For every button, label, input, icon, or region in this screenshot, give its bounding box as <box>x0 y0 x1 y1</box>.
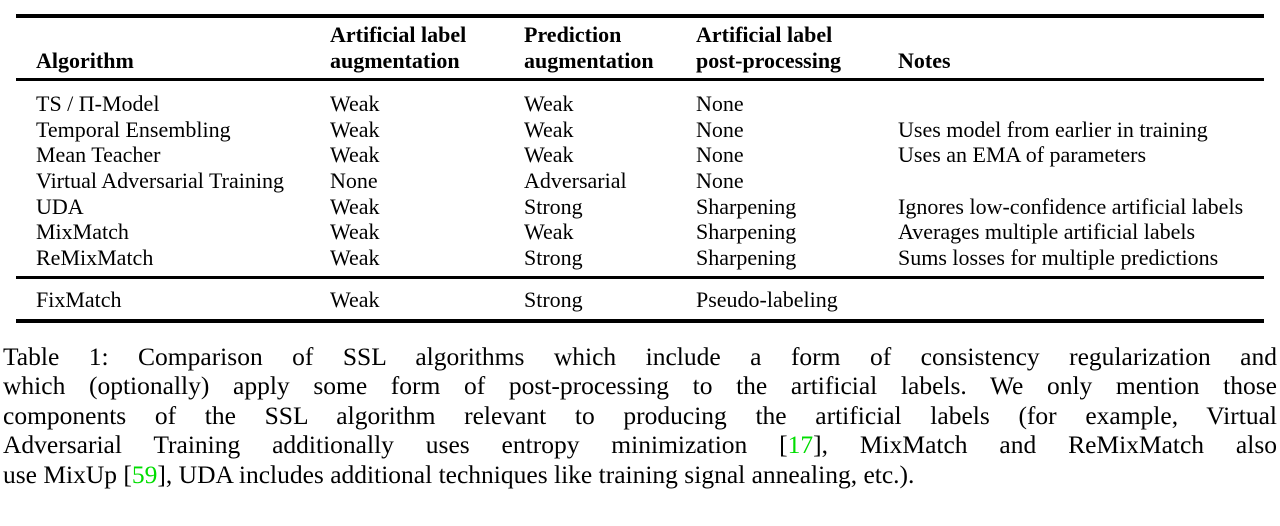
cell-artificial-label-augmentation: Weak <box>330 193 380 219</box>
cell-notes: Ignores low-confidence artificial labels <box>898 193 1244 219</box>
cell-prediction-augmentation: Weak <box>524 116 574 142</box>
cell-artificial-label-augmentation: Weak <box>330 219 380 245</box>
cell-post-processing: None <box>696 168 744 194</box>
cell-post-processing: Sharpening <box>696 219 797 245</box>
caption-line: Adversarial Training additionally uses e… <box>3 430 1277 459</box>
cell-artificial-label-augmentation: Weak <box>330 91 380 116</box>
cell-prediction-augmentation: Strong <box>524 245 583 271</box>
citation-59[interactable]: 59 <box>131 459 158 489</box>
caption-line: Table 1: Comparison of SSL algorithms wh… <box>3 342 1277 371</box>
cell-artificial-label-augmentation: Weak <box>330 287 380 312</box>
header-notes: Notes <box>898 48 951 73</box>
table-row: Temporal Ensembling Weak Weak None Uses … <box>0 117 1280 143</box>
cell-prediction-augmentation: Adversarial <box>524 168 627 194</box>
cell-post-processing: Sharpening <box>696 245 797 271</box>
table-top-rule <box>16 14 1264 18</box>
cell-prediction-augmentation: Weak <box>524 219 574 245</box>
caption-text: ], UDA includes additional techniques li… <box>157 459 915 489</box>
cell-notes: Uses an EMA of parameters <box>898 142 1147 168</box>
cell-prediction-augmentation: Strong <box>524 287 583 312</box>
cell-notes: Sums losses for multiple predictions <box>898 245 1219 271</box>
table-header-row: Algorithm Artificial label augmentation … <box>0 20 1280 78</box>
table-row: ReMixMatch Weak Strong Sharpening Sums l… <box>0 245 1280 271</box>
table-row: TS / Π-Model Weak Weak None <box>0 91 1280 117</box>
citation-17[interactable]: 17 <box>787 430 814 460</box>
cell-notes: Averages multiple artificial labels <box>898 219 1196 245</box>
header-algorithm: Algorithm <box>36 48 134 73</box>
caption-line: use MixUp [59], UDA includes additional … <box>3 460 1277 489</box>
cell-algorithm: UDA <box>36 193 84 219</box>
cell-algorithm: TS / Π-Model <box>36 91 160 116</box>
cell-algorithm: Virtual Adversarial Training <box>36 168 284 194</box>
table-mid-rule <box>16 276 1264 279</box>
table-header-rule <box>16 78 1264 81</box>
header-line: Artificial label <box>330 22 467 47</box>
header-line: augmentation <box>330 48 460 73</box>
cell-artificial-label-augmentation: Weak <box>330 142 380 168</box>
header-line: Prediction <box>524 22 622 47</box>
table-row-fixmatch: FixMatch Weak Strong Pseudo-labeling <box>0 287 1280 315</box>
cell-algorithm: Temporal Ensembling <box>36 116 231 142</box>
header-post-processing: Artificial label post-processing <box>696 22 841 74</box>
cell-prediction-augmentation: Weak <box>524 91 574 116</box>
caption-text: use MixUp [ <box>3 459 132 489</box>
cell-post-processing: None <box>696 142 744 168</box>
caption-line: which (optionally) apply some form of po… <box>3 371 1277 401</box>
cell-post-processing: Pseudo-labeling <box>696 287 838 312</box>
table-row: Mean Teacher Weak Weak None Uses an EMA … <box>0 142 1280 168</box>
cell-artificial-label-augmentation: None <box>330 168 378 194</box>
cell-prediction-augmentation: Strong <box>524 193 583 219</box>
cell-notes: Uses model from earlier in training <box>898 116 1208 142</box>
cell-algorithm: MixMatch <box>36 219 129 245</box>
header-artificial-label-augmentation: Artificial label augmentation <box>330 22 466 74</box>
table-caption: Table 1: Comparison of SSL algorithms wh… <box>3 342 1277 489</box>
table-body: TS / Π-Model Weak Weak None Temporal Ens… <box>0 91 1280 271</box>
cell-post-processing: None <box>696 116 744 142</box>
header-line: post-processing <box>696 48 842 73</box>
cell-prediction-augmentation: Weak <box>524 142 574 168</box>
cell-algorithm: ReMixMatch <box>36 245 154 271</box>
cell-post-processing: None <box>696 91 744 116</box>
cell-artificial-label-augmentation: Weak <box>330 245 380 271</box>
cell-artificial-label-augmentation: Weak <box>330 116 380 142</box>
header-line: Artificial label <box>696 22 833 47</box>
caption-line: components of the SSL algorithm relevant… <box>3 400 1277 430</box>
header-line: augmentation <box>524 48 654 73</box>
caption-text: Adversarial Training additionally uses e… <box>3 430 788 460</box>
table-bottom-rule <box>16 319 1264 323</box>
cell-algorithm: Mean Teacher <box>36 142 161 168</box>
caption-text: ], MixMatch and ReMixMatch also <box>813 430 1277 460</box>
table-row: MixMatch Weak Weak Sharpening Averages m… <box>0 219 1280 245</box>
table-row: UDA Weak Strong Sharpening Ignores low-c… <box>0 194 1280 220</box>
cell-algorithm: FixMatch <box>36 287 122 312</box>
table-row: Virtual Adversarial Training None Advers… <box>0 168 1280 194</box>
cell-post-processing: Sharpening <box>696 193 797 219</box>
header-prediction-augmentation: Prediction augmentation <box>524 22 654 74</box>
